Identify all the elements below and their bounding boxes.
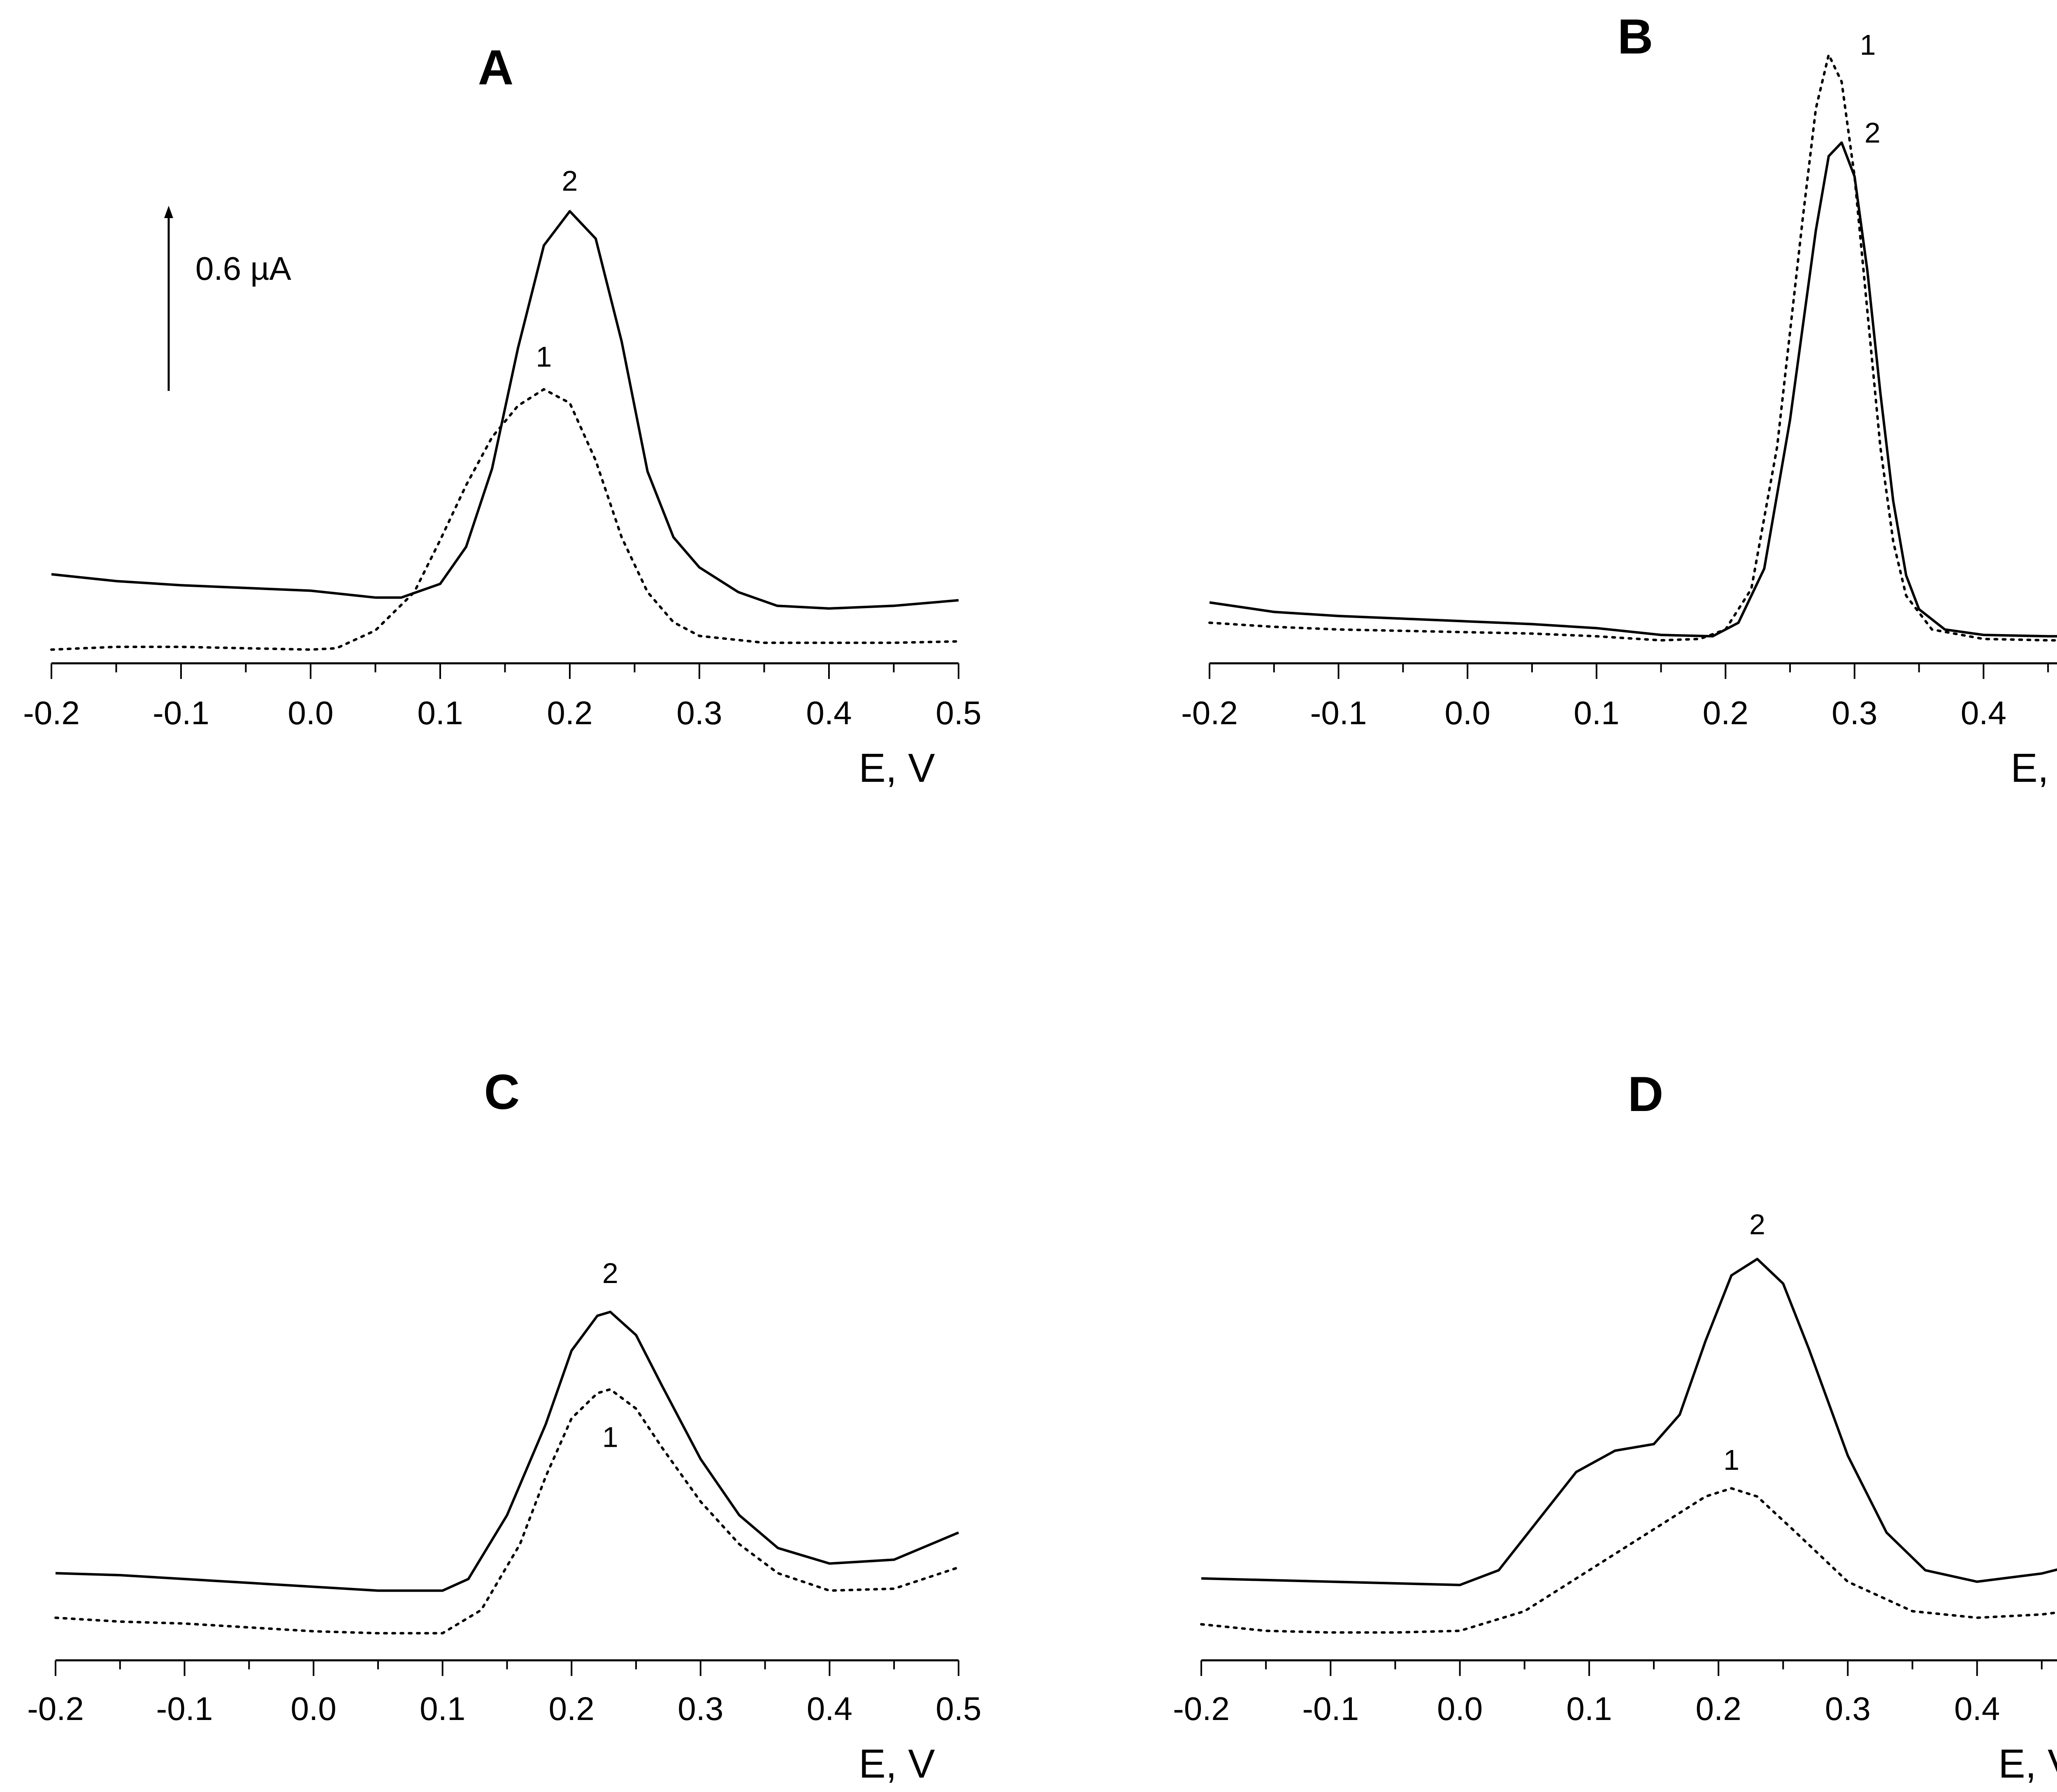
panel-d-series-1-line: [1200, 1487, 2057, 1634]
panel-b-series-2-line: [1209, 141, 2057, 638]
panel-d-xlabel: E, V: [1998, 1741, 2057, 1786]
panel-d: D E, V -0.2-0.10.00.10.20.30.40.512: [1173, 1067, 2057, 1786]
panel-c-tick-label: 0.5: [936, 1690, 981, 1727]
panel-d-curve-label-2: 2: [1749, 1209, 1765, 1241]
panel-c-tick-label: 0.0: [291, 1690, 337, 1727]
scale-bar-label: 0.6 µA: [195, 250, 292, 287]
panel-d-tick-label: -0.1: [1302, 1690, 1359, 1727]
panel-b-tick-label: 0.4: [1961, 695, 2006, 731]
panel-c-series-1-line: [54, 1388, 960, 1635]
panel-d-title: D: [1628, 1067, 1664, 1122]
panel-b-tick-label: 0.2: [1703, 695, 1748, 731]
panel-c-curve-label-1: 1: [602, 1421, 618, 1453]
panel-a-tick-label: 0.0: [288, 695, 333, 731]
panel-c-series-2-line: [55, 1311, 959, 1592]
panel-a-xlabel: E, V: [859, 745, 935, 790]
panel-d-tick-label: 0.4: [1954, 1690, 2000, 1727]
panel-b-curve-label-1: 1: [1860, 29, 1876, 61]
panel-a: A E, V 0.6 µA -0.2 -0.1 0.0 0.1 0.2 0.3 0.4 0.5…: [23, 40, 982, 790]
panel-a-tick-label: 0.4: [806, 695, 852, 731]
panel-d-series-2-line: [1201, 1257, 2057, 1586]
panel-c-tick-label: -0.1: [156, 1690, 213, 1727]
panel-a-tick-label: 0.2: [547, 695, 592, 731]
panel-c-tick-label: 0.4: [807, 1690, 852, 1727]
panel-b-xlabel: E, V: [2011, 745, 2057, 790]
panel-a-curve-label-1: 1: [536, 341, 552, 373]
panel-b-series-1-line: [1208, 51, 2057, 642]
panel-c-tick-label: -0.2: [27, 1690, 84, 1727]
panel-c-tick-label: 0.3: [678, 1690, 723, 1727]
panel-c-tick-label: 0.1: [420, 1690, 465, 1727]
scale-bar-arrowhead: [164, 206, 173, 218]
panel-a-tick-label: 0.5: [936, 695, 981, 731]
panel-c-xlabel: E, V: [859, 1741, 935, 1786]
panel-d-tick-label: 0.3: [1825, 1690, 1871, 1727]
panel-b-tick-label: 0.1: [1574, 695, 1619, 731]
panel-d-tick-label: -0.2: [1173, 1690, 1230, 1727]
panel-a-tick-label: 0.1: [417, 695, 463, 731]
panel-c-curve-label-2: 2: [602, 1257, 618, 1289]
panel-a-series-2-line: [51, 210, 959, 610]
panel-b-tick-label: 0.0: [1445, 695, 1491, 731]
panel-b: B E, V -0.2-0.10.00.10.20.30.40.512: [1181, 9, 2057, 790]
panel-b-tick-label: -0.2: [1181, 695, 1238, 731]
panel-a-series-1-line: [50, 388, 960, 651]
panel-b-tick-label: -0.1: [1310, 695, 1367, 731]
panel-c-tick-label: 0.2: [549, 1690, 594, 1727]
panel-a-tick-label: 0.3: [676, 695, 722, 731]
panel-b-title: B: [1618, 9, 1653, 64]
panel-c-title: C: [484, 1065, 520, 1120]
panel-d-tick-label: 0.1: [1566, 1690, 1612, 1727]
panel-d-curve-label-1: 1: [1723, 1444, 1739, 1476]
panel-a-title: A: [478, 40, 514, 95]
panel-b-tick-label: 0.3: [1832, 695, 1877, 731]
panel-c: C E, V -0.2 -0.1 0.0 0.1 0.2 0.3 0.4 0.5 1 2: [27, 1065, 982, 1786]
panel-a-tick-label: -0.2: [23, 695, 80, 731]
panel-a-curve-label-2: 2: [562, 165, 578, 197]
panel-d-tick-label: 0.2: [1696, 1690, 1741, 1727]
panel-b-curve-label-2: 2: [1864, 117, 1881, 149]
panel-d-tick-label: 0.0: [1437, 1690, 1483, 1727]
panel-a-tick-label: -0.1: [153, 695, 209, 731]
